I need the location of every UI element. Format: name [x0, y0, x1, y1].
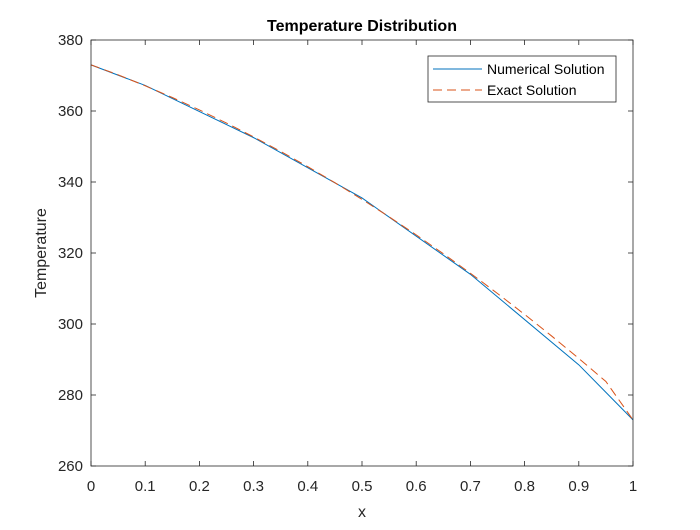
y-tick-label: 300: [58, 316, 83, 333]
x-tick-label: 0.6: [406, 478, 427, 495]
x-tick-label: 0.3: [243, 478, 264, 495]
y-tick-label: 260: [58, 458, 83, 475]
y-tick-label: 340: [58, 174, 83, 191]
chart-title: Temperature Distribution: [267, 18, 457, 35]
y-tick-label: 280: [58, 387, 83, 404]
y-tick-label: 380: [58, 32, 83, 49]
x-tick-label: 0.2: [189, 478, 210, 495]
legend-box: [427, 55, 617, 103]
y-axis-label: Temperature: [33, 208, 50, 298]
y-tick-label: 360: [58, 103, 83, 120]
legend-label-exact: Exact Solution: [487, 82, 577, 98]
series-layer: [90, 64, 634, 421]
x-tick-label: 0.5: [352, 478, 373, 495]
x-tick-label: 0.1: [135, 478, 156, 495]
x-tick-label: 1: [629, 478, 637, 495]
x-axis-label: x: [358, 504, 366, 521]
x-tick-label: 0: [87, 478, 95, 495]
plot-area: [91, 40, 633, 466]
y-tick-label: 320: [58, 245, 83, 262]
x-tick-label: 0.7: [460, 478, 481, 495]
x-tick-label: 0.4: [297, 478, 318, 495]
legend-label-numerical: Numerical Solution: [487, 61, 605, 77]
x-tick-label: 0.8: [514, 478, 535, 495]
ticks-layer: 0 0.1 0.2 0.3 0.4 0.5 0.6 0.7 0.8 0.9 1 260 280 300 32…: [58, 32, 637, 495]
x-tick-label: 0.9: [568, 478, 589, 495]
legend: Numerical Solution Exact Solution: [427, 55, 617, 103]
plot-background: [91, 40, 633, 466]
series-line-exact: [90, 64, 634, 421]
